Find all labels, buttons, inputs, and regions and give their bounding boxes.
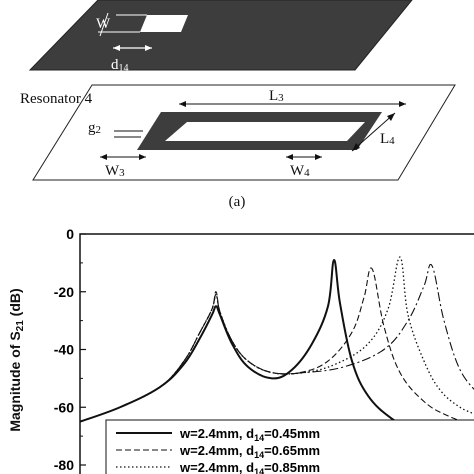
resonator-label: Resonator 4 [20, 91, 93, 107]
g2-label: g2 [88, 120, 101, 136]
resonator-ring [137, 112, 382, 150]
series-line-2 [80, 267, 474, 427]
d14-arrow-left [113, 45, 120, 51]
w-label: W [96, 16, 111, 32]
l3-arrow-right [399, 101, 406, 107]
series-layer [80, 256, 474, 453]
d14-arrow-right [145, 45, 152, 51]
l4-dim-line [351, 112, 396, 152]
legend-label: w=2.4mm, d14=0.45mm [179, 426, 320, 443]
d14-label: d14 [111, 57, 129, 74]
w4-label: W4 [290, 163, 310, 179]
y-tick-label: -80 [54, 457, 74, 473]
s21-chart: 0 -20 -40 -60 -80 Magnitude of S21 (dB) w=2.… [7, 226, 474, 474]
l4-label: L4 [380, 131, 395, 147]
plot-frame [79, 233, 474, 474]
ground-plane [28, 0, 413, 71]
y-axis-label: Magnitude of S21 (dB) [7, 288, 26, 431]
w-dim-arrow [99, 12, 109, 37]
w4-arrow-left [286, 154, 293, 160]
ring-gap [89, 131, 130, 136]
y-tick-label: 0 [66, 226, 74, 242]
resonator-diagram: W d14 Resonator 4 L3 L4 g2 W3 [20, 0, 456, 210]
series-line-4 [80, 263, 474, 423]
w3-label: W3 [105, 163, 125, 179]
w3-arrow-left [100, 154, 107, 160]
l3-arrow-left [179, 101, 186, 107]
substrate [32, 84, 456, 181]
caption: (a) [229, 194, 246, 210]
legend-label: w=2.4mm, d14=0.65mm [179, 443, 320, 460]
y-tick-label: -40 [54, 342, 74, 358]
legend-label: w=2.4mm, d14=0.85mm [179, 460, 320, 474]
w4-arrow-right [315, 154, 322, 160]
l4-arrow-top [387, 113, 395, 121]
y-tick-label: -60 [54, 399, 74, 415]
y-tick-label: -20 [54, 284, 74, 300]
series-line-1 [80, 258, 474, 453]
legend-box [105, 419, 474, 474]
l3-label: L3 [269, 88, 284, 104]
series-line-3 [80, 256, 474, 423]
y-axis: 0 -20 -40 -60 -80 [54, 226, 86, 473]
slot [140, 15, 188, 32]
l4-arrow-bottom [352, 143, 360, 151]
w3-arrow-right [139, 154, 146, 160]
